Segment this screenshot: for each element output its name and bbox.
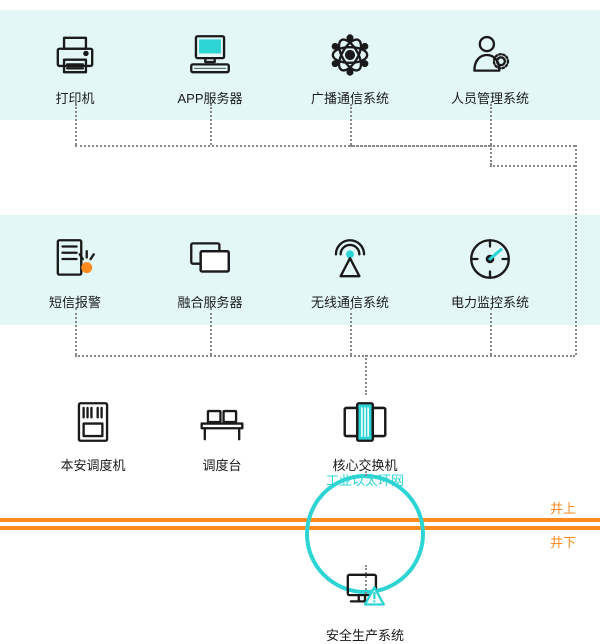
node-power_monitor: 电力监控系统 — [435, 232, 545, 311]
dispatch_desk-label: 调度台 — [202, 455, 241, 474]
above-ground-label: 井上 — [550, 498, 576, 517]
node-personnel: 人员管理系统 — [435, 28, 545, 107]
printer-icon — [48, 28, 102, 82]
node-app_server: APP服务器 — [155, 28, 265, 107]
node-wireless: 无线通信系统 — [295, 232, 405, 311]
node-dispatch_desk: 调度台 — [167, 395, 277, 474]
app_server-icon — [183, 28, 237, 82]
dispatch_desk-icon — [195, 395, 249, 449]
personnel-label: 人员管理系统 — [451, 88, 529, 107]
core_switch-label: 核心交换机 — [332, 455, 397, 474]
dispatch_machine-icon — [66, 395, 120, 449]
wireless-icon — [323, 232, 377, 286]
diagram-canvas: 井上 井下 工业以太环网 打印机APP服务器广播通信系统人员管理系统短信报警融合… — [0, 0, 600, 637]
node-sms_alarm: 短信报警 — [20, 232, 130, 311]
below-ground-separator — [0, 526, 600, 530]
fusion_server-label: 融合服务器 — [177, 292, 242, 311]
power_monitor-label: 电力监控系统 — [451, 292, 529, 311]
safety_system-label: 安全生产系统 — [326, 625, 404, 644]
wireless-label: 无线通信系统 — [311, 292, 389, 311]
below-ground-label: 井下 — [550, 532, 576, 551]
node-dispatch_machine: 本安调度机 — [38, 395, 148, 474]
app_server-label: APP服务器 — [177, 88, 242, 107]
dispatch_machine-label: 本安调度机 — [60, 455, 125, 474]
personnel-icon — [463, 28, 517, 82]
sms_alarm-label: 短信报警 — [49, 292, 101, 311]
above-ground-separator — [0, 518, 600, 522]
node-core_switch: 核心交换机 — [310, 395, 420, 474]
sms_alarm-icon — [48, 232, 102, 286]
broadcast-label: 广播通信系统 — [311, 88, 389, 107]
node-printer: 打印机 — [20, 28, 130, 107]
broadcast-icon — [323, 28, 377, 82]
safety_system-icon — [338, 565, 392, 619]
printer-label: 打印机 — [55, 88, 94, 107]
power_monitor-icon — [463, 232, 517, 286]
node-broadcast: 广播通信系统 — [295, 28, 405, 107]
fusion_server-icon — [183, 232, 237, 286]
core_switch-icon — [338, 395, 392, 449]
node-fusion_server: 融合服务器 — [155, 232, 265, 311]
node-safety_system: 安全生产系统 — [310, 565, 420, 644]
